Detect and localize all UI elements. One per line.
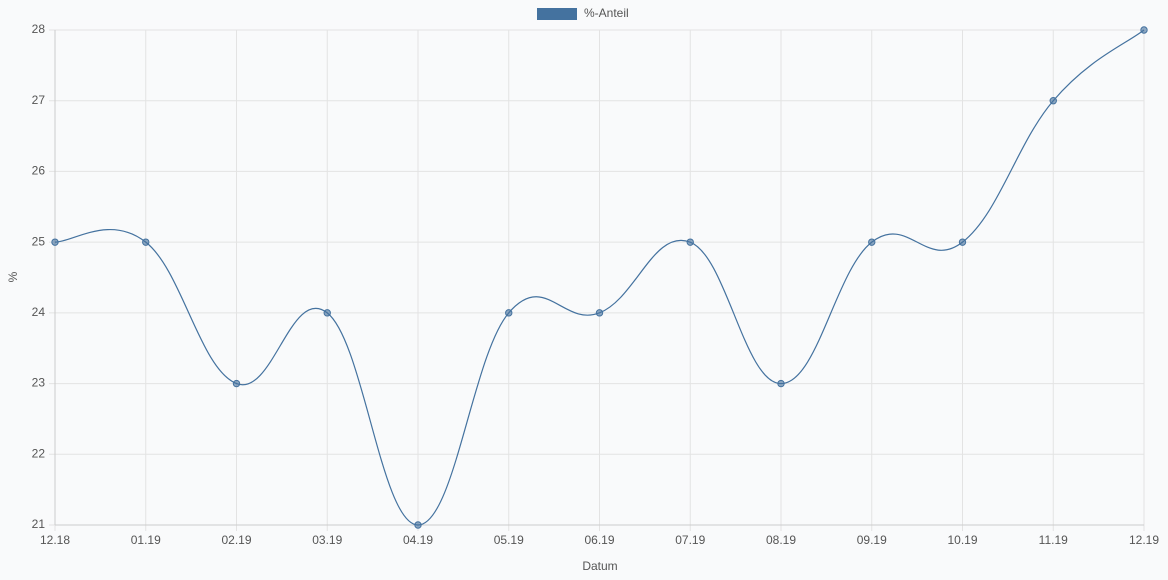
- data-point[interactable]: [1049, 97, 1057, 105]
- data-point[interactable]: [51, 238, 59, 246]
- x-tick-label: 02.19: [221, 533, 251, 547]
- data-point[interactable]: [777, 379, 785, 388]
- data-point[interactable]: [142, 238, 150, 246]
- y-tick-label: 27: [32, 93, 46, 107]
- data-point[interactable]: [958, 238, 967, 246]
- data-line: [54, 29, 1145, 526]
- x-tick-label: 05.19: [494, 533, 524, 547]
- x-tick-label: 09.19: [857, 533, 887, 547]
- x-tick-label: 04.19: [403, 533, 433, 547]
- y-axis-title: %: [6, 271, 20, 282]
- data-point[interactable]: [868, 238, 876, 246]
- legend-swatch[interactable]: [537, 8, 577, 20]
- data-point[interactable]: [232, 379, 241, 388]
- x-tick-label: 03.19: [312, 533, 342, 547]
- data-point[interactable]: [686, 238, 694, 246]
- x-tick-label: 12.19: [1129, 533, 1159, 547]
- y-tick-label: 24: [32, 305, 46, 319]
- y-tick-label: 21: [32, 517, 46, 531]
- data-point[interactable]: [414, 521, 422, 529]
- x-tick-label: 10.19: [947, 533, 977, 547]
- y-tick-label: 25: [32, 234, 46, 248]
- y-tick-label: 26: [32, 164, 46, 178]
- x-tick-label: 11.19: [1039, 533, 1068, 547]
- data-point[interactable]: [323, 309, 331, 317]
- data-point[interactable]: [1140, 26, 1148, 34]
- x-tick-label: 12.18: [40, 533, 70, 547]
- x-tick-label: 06.19: [584, 533, 614, 547]
- legend-label[interactable]: %-Anteil: [584, 6, 629, 20]
- x-axis-title: Datum: [582, 559, 617, 573]
- data-point[interactable]: [505, 309, 513, 317]
- y-tick-label: 28: [32, 22, 46, 36]
- x-tick-label: 07.19: [675, 533, 705, 547]
- y-tick-label: 23: [32, 376, 46, 390]
- data-point[interactable]: [595, 309, 604, 317]
- y-tick-label: 22: [32, 446, 46, 460]
- x-tick-label: 08.19: [766, 533, 796, 547]
- x-tick-label: 01.19: [131, 533, 161, 547]
